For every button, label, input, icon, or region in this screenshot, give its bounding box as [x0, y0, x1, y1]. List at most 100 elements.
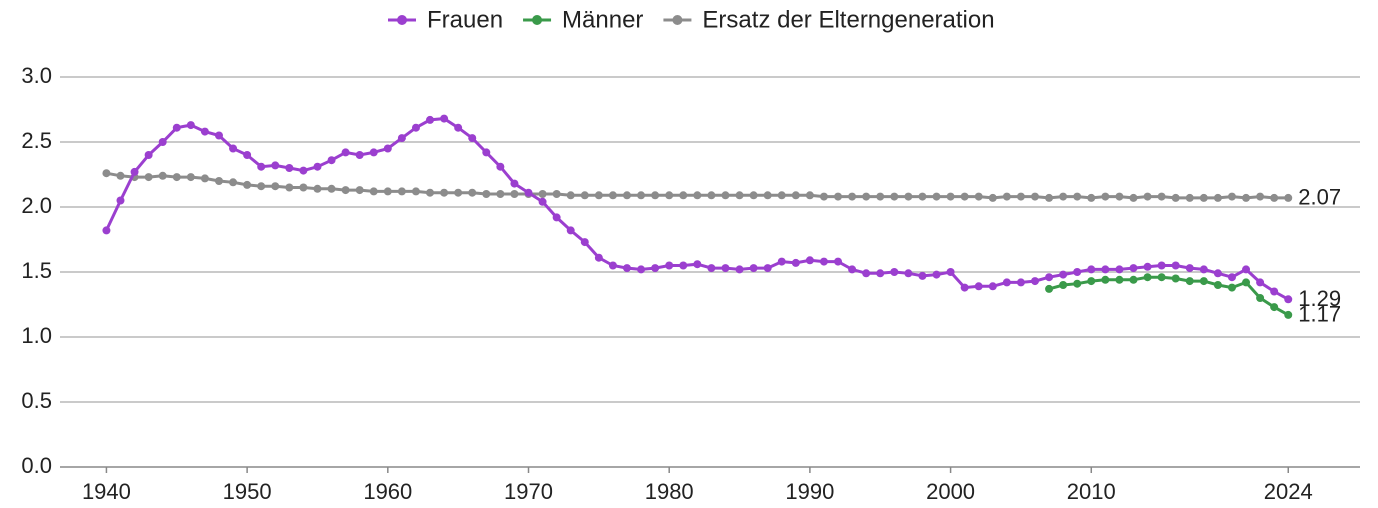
data-point	[327, 156, 336, 165]
data-point	[158, 171, 167, 180]
data-point	[608, 191, 617, 200]
data-point	[1059, 192, 1068, 201]
data-point	[397, 134, 406, 143]
data-point	[1227, 283, 1236, 292]
data-point	[1087, 265, 1096, 274]
data-point	[1045, 284, 1054, 293]
data-point	[622, 191, 631, 200]
y-tick-label: 3.0	[21, 63, 52, 88]
data-point	[1101, 275, 1110, 284]
data-point	[946, 192, 955, 201]
data-point	[1073, 268, 1082, 276]
data-point	[960, 192, 969, 201]
data-point	[158, 138, 167, 146]
data-point	[1115, 275, 1124, 284]
data-point	[426, 188, 435, 197]
data-point	[1115, 192, 1124, 201]
data-point	[749, 264, 758, 273]
data-point	[1171, 261, 1180, 270]
data-point	[285, 183, 294, 192]
data-point	[1185, 193, 1194, 202]
data-point	[862, 192, 871, 201]
data-point	[777, 191, 786, 200]
data-point	[974, 282, 983, 291]
data-point	[890, 192, 899, 201]
data-point	[510, 179, 519, 188]
data-point	[1115, 265, 1124, 274]
data-point	[229, 178, 238, 187]
data-point	[1256, 192, 1265, 201]
data-point	[580, 238, 589, 247]
data-point	[721, 264, 730, 273]
legend-dot	[672, 15, 683, 25]
data-point	[524, 188, 533, 197]
end-label: 2.07	[1298, 185, 1341, 210]
data-point	[440, 188, 449, 197]
data-point	[805, 256, 814, 265]
data-point	[862, 269, 871, 278]
data-point	[243, 180, 252, 189]
data-point	[1256, 294, 1265, 302]
data-point	[1059, 281, 1068, 289]
data-point	[665, 261, 674, 270]
data-point	[594, 191, 603, 200]
data-point	[1157, 261, 1166, 270]
data-point	[1143, 262, 1152, 271]
data-point	[848, 265, 857, 274]
data-point	[496, 162, 505, 171]
data-point	[397, 187, 406, 196]
x-tick-label: 1990	[785, 479, 834, 504]
data-point	[271, 182, 280, 191]
data-point	[960, 283, 969, 292]
data-point	[214, 131, 223, 140]
data-point	[186, 121, 195, 130]
data-point	[848, 192, 857, 201]
data-point	[834, 257, 843, 266]
data-point	[1185, 277, 1194, 286]
data-point	[1143, 192, 1152, 201]
data-point	[1002, 278, 1011, 287]
data-point	[791, 258, 800, 267]
data-point	[637, 191, 646, 200]
data-point	[341, 186, 350, 195]
data-point	[819, 257, 828, 266]
data-point	[1073, 279, 1082, 288]
data-point	[130, 167, 139, 176]
data-point	[1213, 193, 1222, 202]
data-point	[1059, 270, 1068, 279]
legend-label: Ersatz der Elterngeneration	[702, 6, 994, 33]
data-point	[1016, 278, 1025, 287]
x-tick-label: 2010	[1067, 479, 1116, 504]
data-point	[679, 191, 688, 200]
data-point	[791, 191, 800, 200]
data-point	[1101, 265, 1110, 274]
data-point	[102, 169, 111, 178]
data-point	[468, 188, 477, 197]
data-point	[327, 184, 336, 193]
data-point	[200, 174, 209, 183]
data-point	[426, 115, 435, 124]
data-point	[1129, 193, 1138, 202]
data-point	[1213, 281, 1222, 289]
data-point	[1284, 310, 1293, 319]
data-point	[144, 151, 153, 159]
y-tick-label: 2.0	[21, 193, 52, 218]
data-point	[777, 257, 786, 266]
data-point	[805, 191, 814, 200]
data-point	[904, 269, 913, 278]
data-point	[932, 192, 941, 201]
data-point	[749, 191, 758, 200]
data-point	[946, 268, 955, 276]
data-point	[1171, 193, 1180, 202]
data-point	[1171, 274, 1180, 283]
x-tick-label: 2024	[1264, 479, 1313, 504]
data-point	[496, 190, 505, 198]
x-tick-label: 1950	[223, 479, 272, 504]
series-line	[1048, 275, 1289, 317]
data-point	[1284, 295, 1293, 304]
data-point	[1101, 192, 1110, 201]
data-point	[341, 148, 350, 157]
data-point	[974, 192, 983, 201]
data-point	[763, 191, 772, 200]
data-point	[172, 123, 181, 132]
